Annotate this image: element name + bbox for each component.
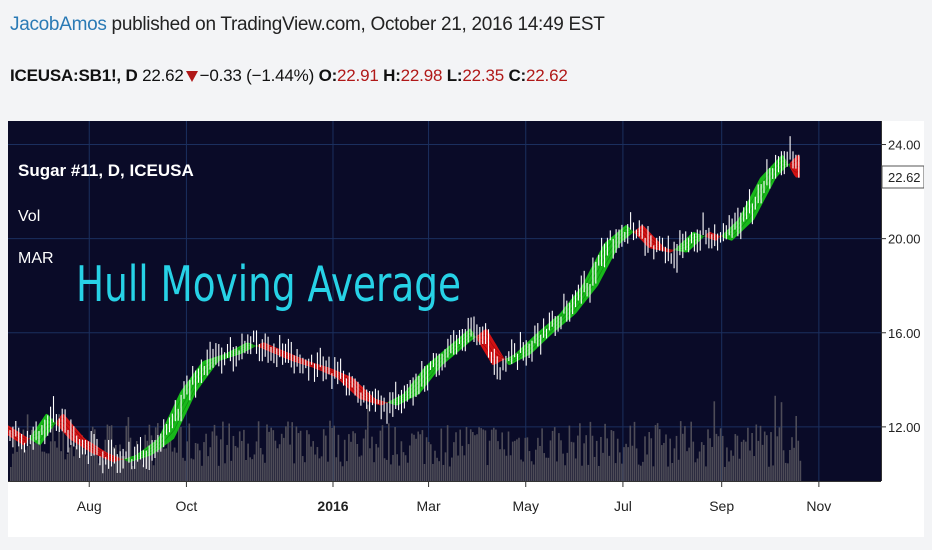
legend-title: Sugar #11, D, ICEUSA [18,161,194,180]
close-label: C: [508,66,527,85]
down-arrow-icon [185,71,198,83]
y-axis-labels: 24.00 20.00 16.00 12.00 22.62 [881,138,924,435]
author-link[interactable]: JacobAmos [10,14,107,35]
legend-vol: Vol [18,208,40,225]
price-bars [9,136,800,474]
open-value: 22.91 [337,66,379,85]
last-price: 22.62 [142,66,184,85]
x-axis-labels: Aug Oct 2016 Mar May Jul Sep Nov [77,481,831,514]
x-tick-label: Nov [806,498,831,514]
x-tick-label: Mar [417,498,441,514]
volume-bars [10,395,802,481]
low-value: 22.35 [462,66,504,85]
y-tick-label: 20.00 [888,232,921,247]
publish-header: JacobAmos published on TradingView.com, … [10,14,605,36]
plot-background [8,121,881,481]
legend-mar: MAR [18,250,54,267]
last-price-tag: 22.62 [888,170,921,185]
x-tick-label: Jul [614,498,632,514]
x-tick-label: Oct [176,498,198,514]
grid-lines [8,121,881,481]
high-label: H: [383,66,401,85]
published-text: published on TradingView.com, October 21… [106,14,605,35]
close-value: 22.62 [526,66,568,85]
open-label: O: [318,66,338,85]
x-tick-label: 2016 [317,498,348,514]
high-value: 22.98 [400,66,443,85]
y-tick-label: 12.00 [888,420,921,435]
x-tick-label: May [513,498,539,514]
symbol-label: ICEUSA:SB1!, D [10,66,138,85]
low-label: L: [446,66,463,85]
price-chart[interactable]: Sugar #11, D, ICEUSA Vol MAR Hull Moving… [8,121,924,537]
x-tick-label: Sep [709,498,734,514]
x-tick-label: Aug [77,498,102,514]
y-tick-label: 24.00 [888,138,921,153]
overlay-title: Hull Moving Average [76,256,461,313]
quote-line: ICEUSA:SB1!, D 22.62 −0.33 (−1.44%) O:22.… [10,66,568,86]
price-change: −0.33 (−1.44%) [199,66,315,85]
y-tick-label: 16.00 [888,326,921,341]
time-axis [8,481,924,537]
